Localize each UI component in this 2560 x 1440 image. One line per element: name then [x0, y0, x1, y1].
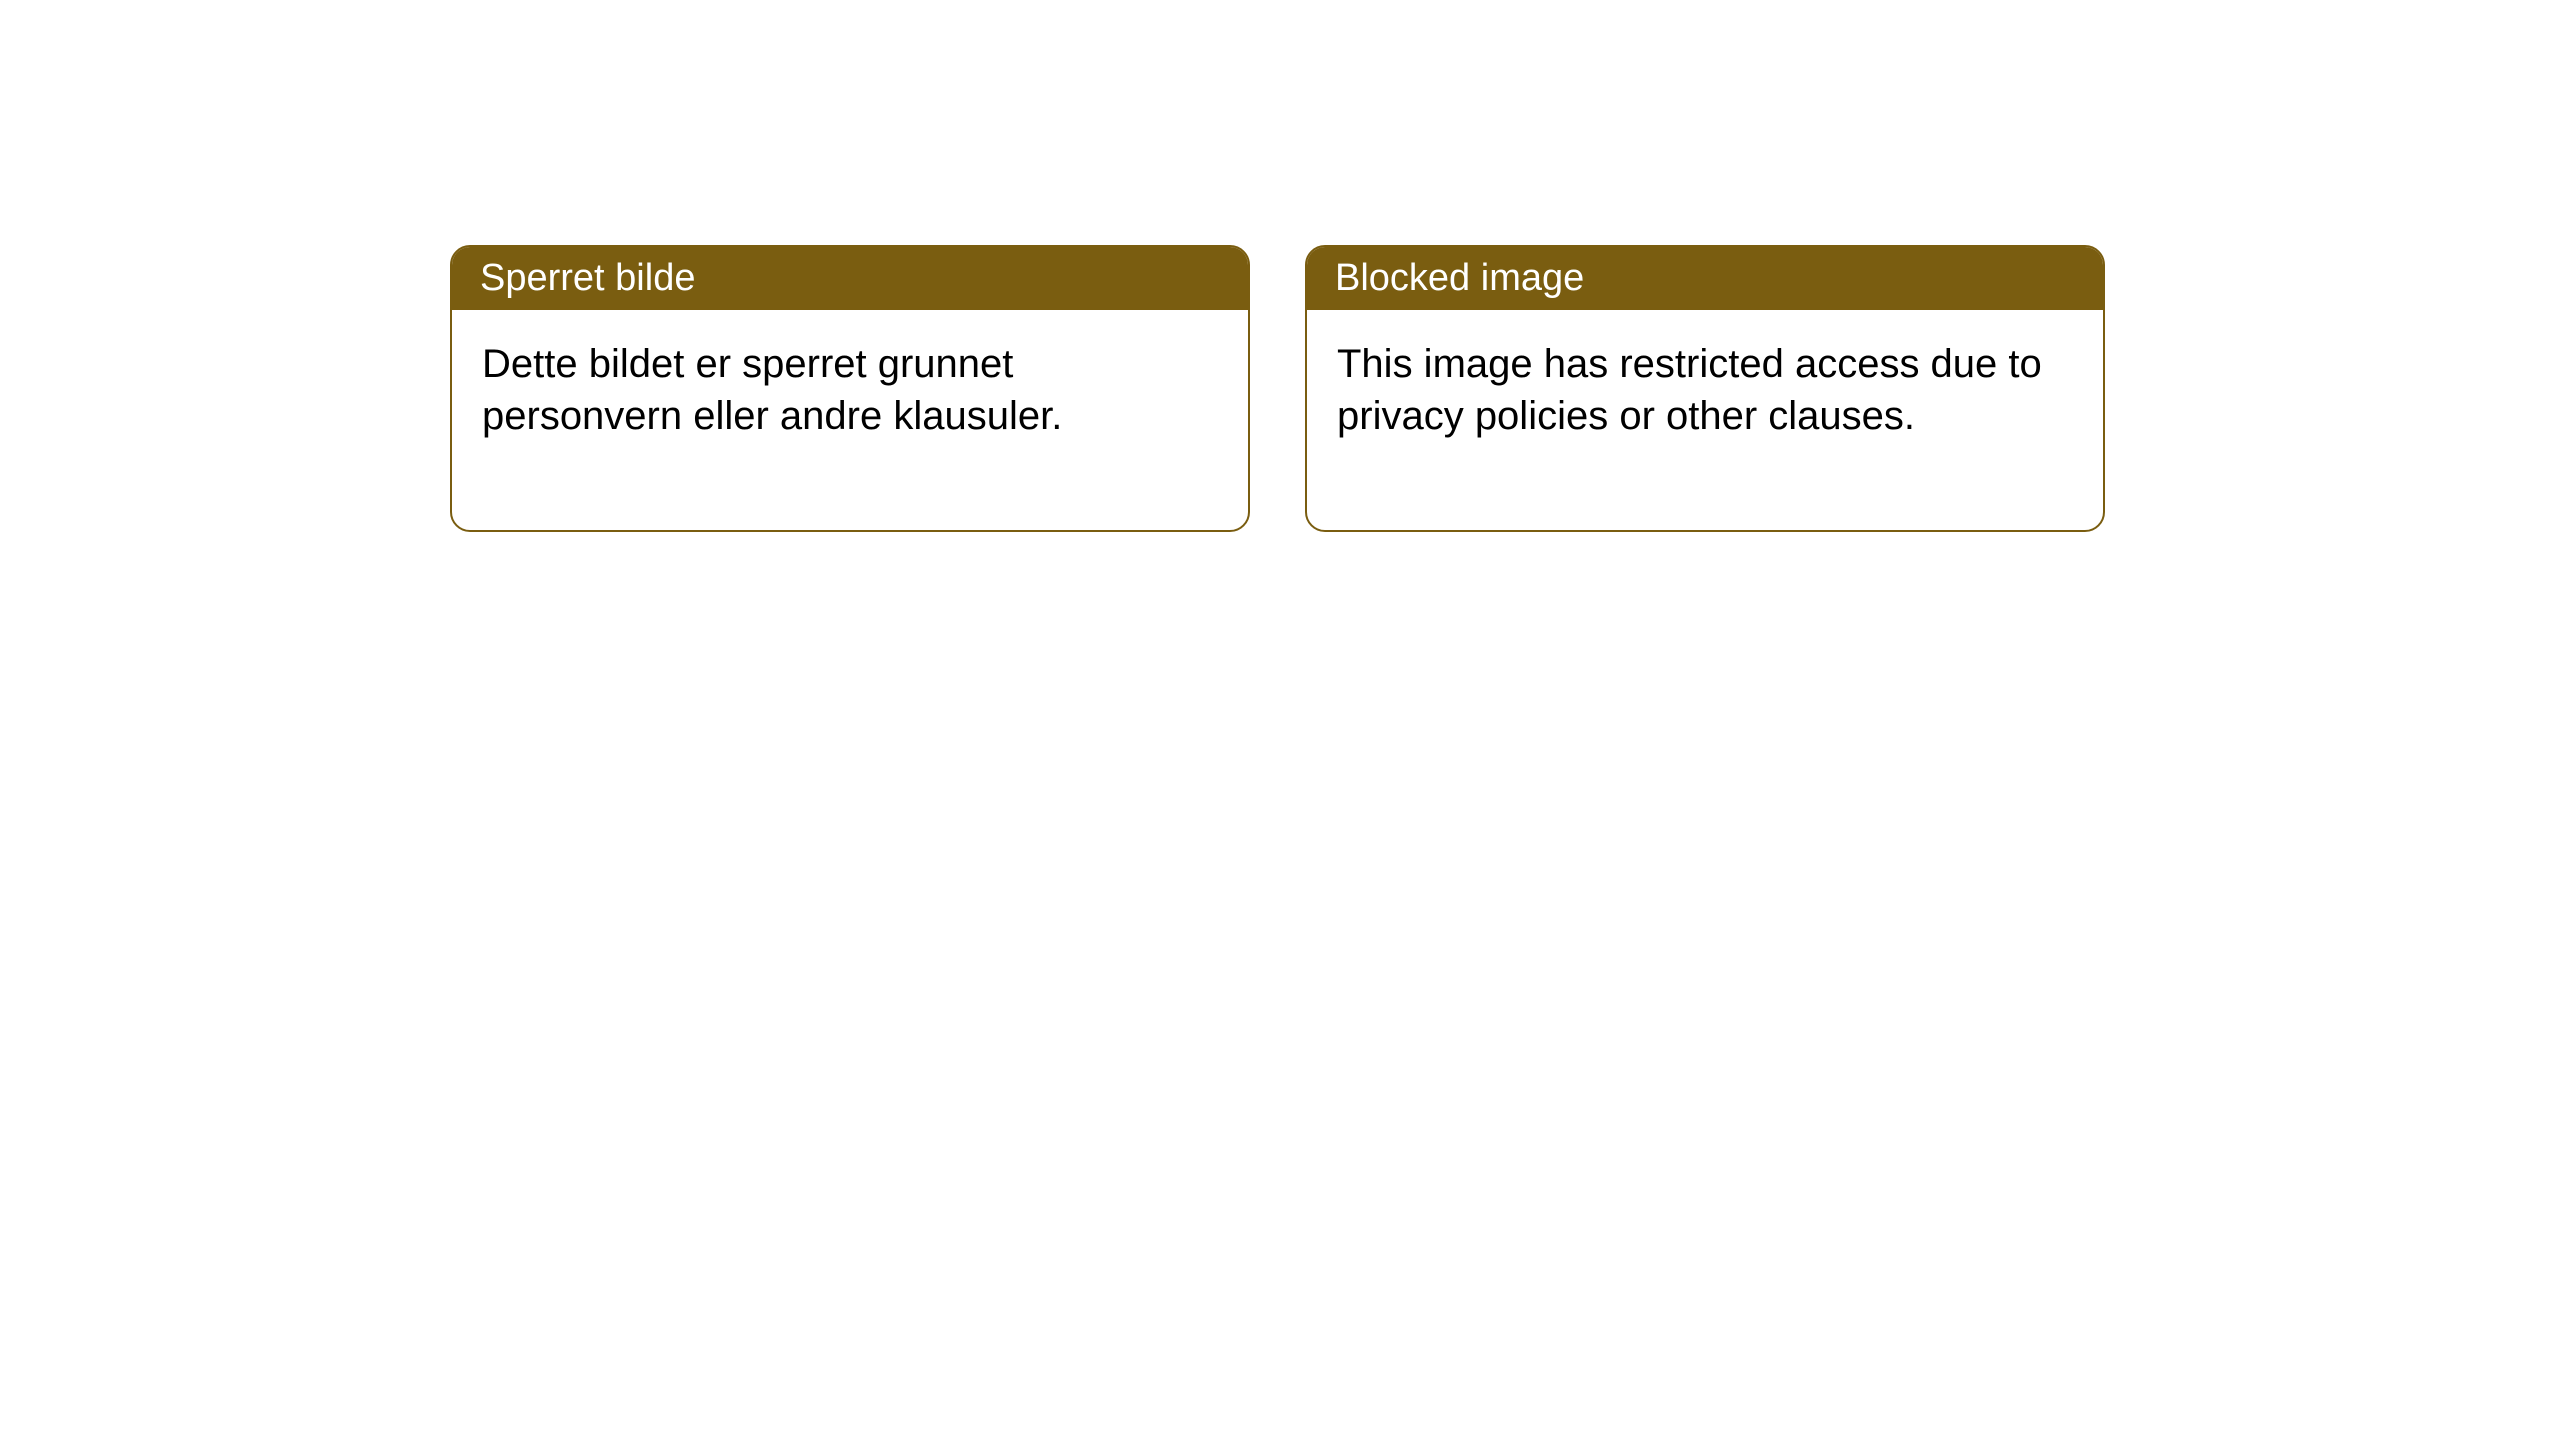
notice-title: Blocked image — [1335, 257, 1584, 299]
notice-card-english: Blocked image This image has restricted … — [1305, 245, 2105, 532]
notice-body: This image has restricted access due to … — [1307, 310, 2103, 530]
notice-header: Blocked image — [1307, 247, 2103, 310]
notice-header: Sperret bilde — [452, 247, 1248, 310]
notice-body-text: This image has restricted access due to … — [1337, 342, 2042, 438]
notice-body: Dette bildet er sperret grunnet personve… — [452, 310, 1248, 530]
notice-container: Sperret bilde Dette bildet er sperret gr… — [450, 245, 2105, 532]
notice-card-norwegian: Sperret bilde Dette bildet er sperret gr… — [450, 245, 1250, 532]
notice-title: Sperret bilde — [480, 257, 695, 299]
notice-body-text: Dette bildet er sperret grunnet personve… — [482, 342, 1062, 438]
